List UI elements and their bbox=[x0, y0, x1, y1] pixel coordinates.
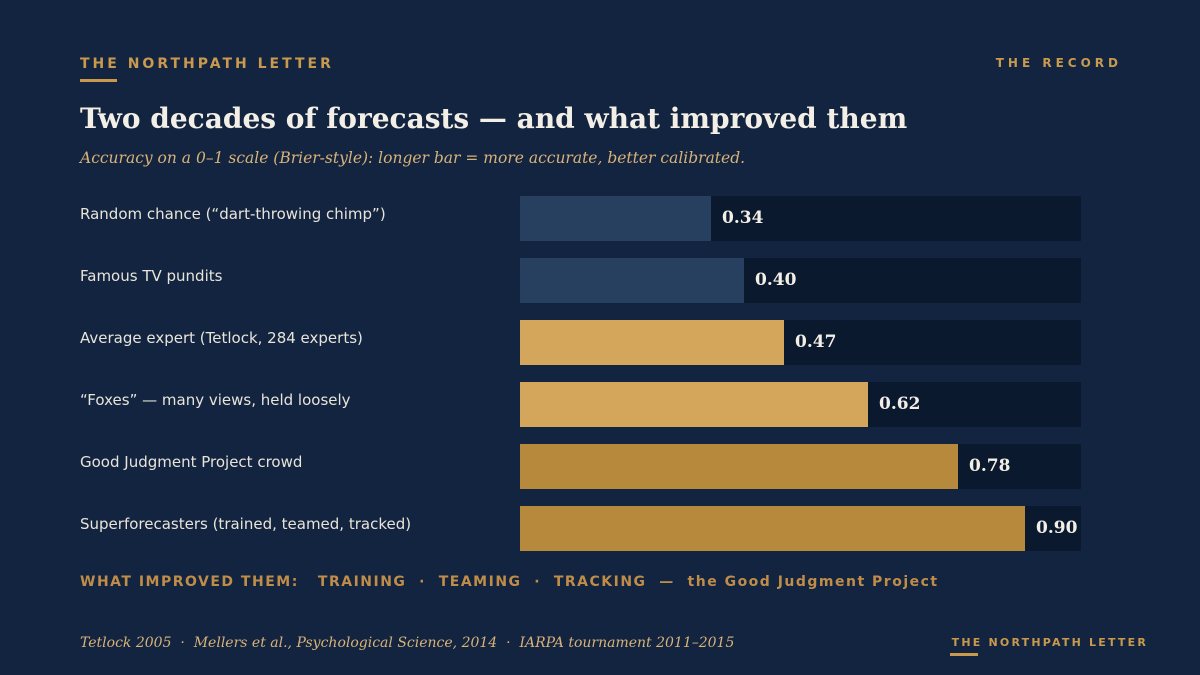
bar-value-label: 0.62 bbox=[879, 394, 921, 414]
bar bbox=[520, 382, 868, 427]
chart-title: Two decades of forecasts — and what impr… bbox=[80, 102, 908, 135]
bar-track: 0.34 bbox=[520, 196, 1081, 241]
bar-value-label: 0.34 bbox=[722, 208, 764, 228]
row-label: Random chance (“dart-throwing chimp”) bbox=[80, 205, 386, 223]
sources-line: Tetlock 2005 · Mellers et al., Psycholog… bbox=[80, 635, 735, 651]
row-label: Superforecasters (trained, teamed, track… bbox=[80, 515, 412, 533]
bar bbox=[520, 506, 1025, 551]
row-label: Good Judgment Project crowd bbox=[80, 453, 303, 471]
bar-value-label: 0.90 bbox=[1036, 518, 1078, 538]
bar bbox=[520, 444, 958, 489]
bar-value-label: 0.78 bbox=[969, 456, 1011, 476]
improvement-summary: WHAT IMPROVED THEM: TRAINING · TEAMING ·… bbox=[80, 574, 939, 590]
brand-name: THE NORTHPATH LETTER bbox=[80, 56, 334, 72]
bar-track: 0.40 bbox=[520, 258, 1081, 303]
row-label: Average expert (Tetlock, 284 experts) bbox=[80, 329, 363, 347]
section-label: THE RECORD bbox=[995, 56, 1122, 70]
bar-track: 0.62 bbox=[520, 382, 1081, 427]
bar bbox=[520, 320, 784, 365]
bar bbox=[520, 258, 744, 303]
row-label: “Foxes” — many views, held loosely bbox=[80, 391, 351, 409]
bar-track: 0.90 bbox=[520, 506, 1081, 551]
footer-underline bbox=[950, 653, 978, 656]
footer-brand: THE NORTHPATH LETTER bbox=[951, 636, 1148, 649]
bar-value-label: 0.47 bbox=[795, 332, 837, 352]
bar bbox=[520, 196, 711, 241]
chart-subtitle: Accuracy on a 0–1 scale (Brier-style): l… bbox=[80, 149, 746, 167]
brand-underline bbox=[80, 79, 117, 82]
bar-value-label: 0.40 bbox=[755, 270, 797, 290]
bar-track: 0.78 bbox=[520, 444, 1081, 489]
bar-track: 0.47 bbox=[520, 320, 1081, 365]
row-label: Famous TV pundits bbox=[80, 267, 223, 285]
